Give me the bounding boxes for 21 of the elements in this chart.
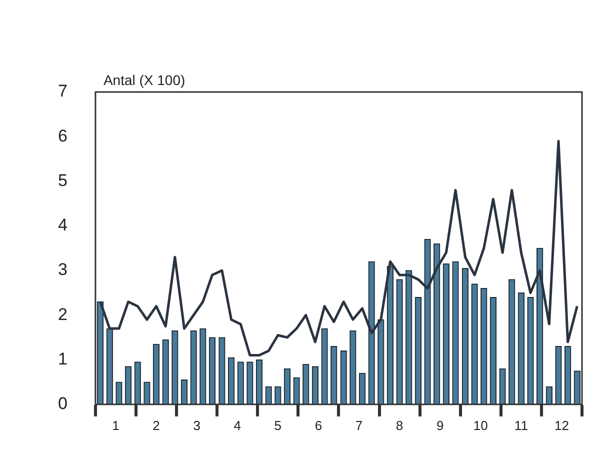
y-tick-label: 6 (58, 126, 68, 146)
x-tick-label: 6 (314, 418, 322, 433)
x-tick-label: 7 (355, 418, 363, 433)
x-tick-label: 1 (112, 418, 120, 433)
x-tick-label: 10 (473, 418, 488, 433)
y-tick-label: 4 (58, 216, 68, 235)
x-tick-label: 5 (274, 418, 282, 433)
x-tick-label: 9 (436, 418, 444, 433)
y-tick-label: 2 (58, 304, 68, 324)
y-tick-label: 3 (58, 260, 68, 280)
x-tick-label: 12 (554, 418, 569, 433)
x-tick-label: 4 (234, 418, 241, 433)
y-tick-label: 1 (58, 349, 68, 368)
y-tick-label: 0 (58, 394, 68, 414)
y-axis-title: Antal (X 100) (103, 72, 186, 88)
x-tick-label: 8 (396, 418, 404, 433)
y-tick-label: 7 (58, 82, 68, 101)
y-tick-label: 5 (58, 170, 68, 190)
x-tick-label: 11 (514, 418, 528, 433)
x-tick-label: 2 (152, 418, 160, 433)
x-tick-label: 3 (193, 418, 200, 433)
